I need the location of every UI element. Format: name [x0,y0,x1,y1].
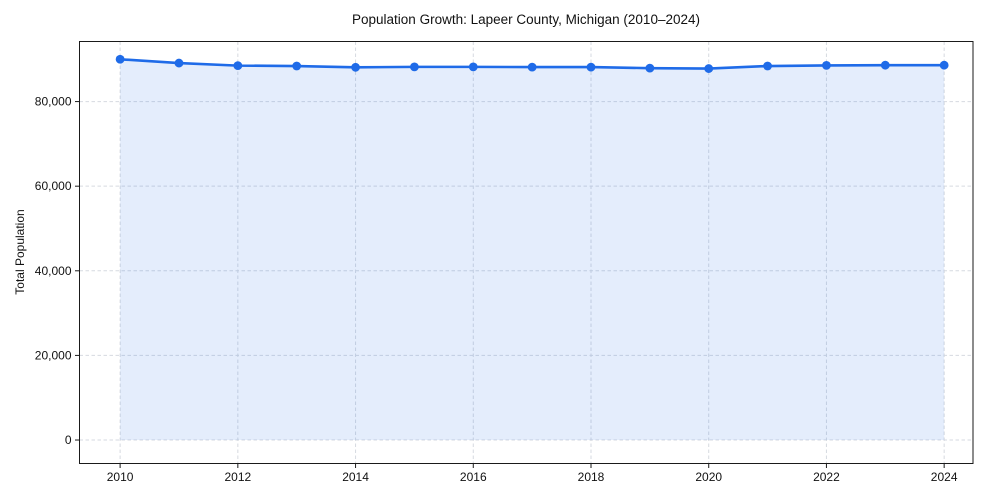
area-fill [120,59,945,441]
x-tick-label: 2014 [342,470,369,484]
y-axis-ticks: 0 20,000 40,000 60,000 80,000 [35,95,80,447]
x-tick-label: 2020 [695,470,722,484]
grid-lines [79,41,973,464]
data-point [292,61,302,71]
data-point [939,60,949,70]
y-tick-label: 60,000 [35,179,72,193]
y-tick-label: 0 [65,433,72,447]
x-tick-label: 2012 [224,470,251,484]
data-point [763,61,772,71]
data-point [822,61,831,70]
x-tick-label: 2010 [107,470,134,484]
data-point [115,54,125,64]
x-tick-label: 2016 [460,470,487,484]
y-tick-label: 20,000 [35,348,72,362]
data-point [233,61,243,71]
data-point [704,64,714,73]
chart-title: Population Growth: Lapeer County, Michig… [352,12,700,27]
x-tick-label: 2024 [931,470,958,484]
data-point [174,58,184,68]
x-axis-ticks: 2010 2012 2014 2016 2018 2020 2022 2024 [107,463,958,484]
x-tick-label: 2022 [813,470,840,484]
data-point [351,62,360,72]
plot-spines [79,41,974,464]
data-point [410,62,419,72]
data-point [880,60,890,70]
data-point [468,62,478,72]
data-point-markers [115,54,949,73]
y-tick-label: 40,000 [35,264,72,278]
y-tick-label: 80,000 [35,95,72,109]
data-point [527,62,537,72]
data-point [645,63,655,73]
data-point [586,62,596,72]
x-tick-label: 2018 [578,470,605,484]
